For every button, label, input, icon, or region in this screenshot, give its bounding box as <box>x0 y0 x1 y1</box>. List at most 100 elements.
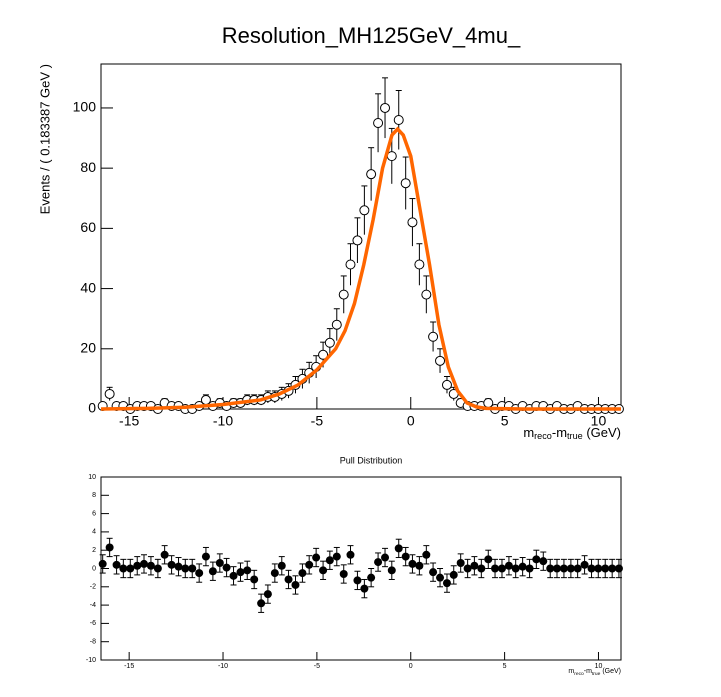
y-tick-label: 4 <box>92 529 96 536</box>
data-point <box>532 555 541 564</box>
data-point <box>441 379 452 390</box>
data-point <box>195 569 204 578</box>
x-tick-label: 10 <box>595 663 603 670</box>
data-point <box>201 552 210 561</box>
label-part: -m <box>584 668 592 675</box>
data-point <box>229 571 238 580</box>
data-point <box>339 569 348 578</box>
data-point <box>373 118 384 129</box>
data-point <box>160 550 169 559</box>
label-part: -m <box>552 425 567 440</box>
data-point <box>442 579 451 588</box>
data-point <box>407 217 418 228</box>
data-point <box>456 559 465 568</box>
data-point <box>153 564 162 573</box>
y-tick-label: 0 <box>88 400 96 416</box>
data-point <box>504 561 513 570</box>
y-axis-label: Events / ( 0.183387 GeV ) <box>37 64 52 214</box>
data-point <box>291 580 300 589</box>
data-point <box>222 563 231 572</box>
label-part: (GeV) <box>583 425 621 440</box>
data-point <box>98 559 107 568</box>
x-tick-label: -10 <box>213 412 233 428</box>
label-part: m <box>568 668 574 675</box>
y-tick-label: 2 <box>92 547 96 554</box>
data-point <box>429 568 438 577</box>
data-point <box>394 544 403 553</box>
data-point <box>318 349 329 360</box>
label-sub: true <box>567 431 583 441</box>
data-point <box>477 564 486 573</box>
data-point <box>497 564 506 573</box>
data-point <box>381 553 390 562</box>
data-point <box>346 550 355 559</box>
y-tick-label: -8 <box>90 639 96 646</box>
data-point <box>491 564 500 573</box>
data-point <box>518 562 527 571</box>
data-point <box>435 355 446 366</box>
data-point <box>511 564 520 573</box>
data-point <box>284 575 293 584</box>
data-point <box>525 564 534 573</box>
y-tick-label: 6 <box>92 510 96 517</box>
y-tick-label: -2 <box>90 584 96 591</box>
data-point <box>319 566 328 575</box>
data-point <box>470 561 479 570</box>
x-tick-label: 0 <box>407 412 415 428</box>
data-point <box>331 319 342 330</box>
data-point <box>181 564 190 573</box>
data-point <box>263 590 272 599</box>
x-tick-label: -15 <box>124 663 134 670</box>
data-point <box>484 555 493 564</box>
data-point <box>546 564 555 573</box>
x-axis-label: mreco-mtrue (GeV) <box>523 425 621 441</box>
data-point <box>401 552 410 561</box>
data-point <box>312 553 321 562</box>
data-point <box>277 561 286 570</box>
data-point <box>415 561 424 570</box>
data-point <box>359 205 370 216</box>
y-tick-label: 100 <box>73 99 97 115</box>
label-sub: reco <box>574 671 584 677</box>
data-point <box>387 566 396 575</box>
data-point <box>133 561 142 570</box>
data-point <box>119 564 128 573</box>
chart-title: Resolution_MH125GeV_4mu_ <box>222 23 521 48</box>
x-tick-label: -5 <box>311 412 324 428</box>
x-tick-label: -5 <box>314 663 320 670</box>
data-point <box>104 388 115 399</box>
chart-title: Pull Distribution <box>340 455 403 465</box>
data-point <box>332 552 341 561</box>
data-point <box>421 289 432 300</box>
data-point <box>566 564 575 573</box>
label-part: (GeV) <box>600 668 621 675</box>
plot-frame <box>100 63 622 410</box>
y-tick-label: -10 <box>86 657 96 664</box>
data-point <box>188 564 197 573</box>
y-tick-label: 80 <box>80 159 96 175</box>
data-point <box>449 570 458 579</box>
data-point <box>408 559 417 568</box>
data-point <box>298 569 307 578</box>
data-point <box>360 584 369 593</box>
label-part: m <box>523 425 534 440</box>
data-point <box>614 564 623 573</box>
x-tick-label: -15 <box>119 412 139 428</box>
data-point <box>400 178 411 189</box>
label-sub: true <box>592 671 601 677</box>
x-tick-label: 10 <box>591 412 607 428</box>
data-point <box>428 331 439 342</box>
data-point <box>126 564 135 573</box>
y-tick-label: 60 <box>80 219 96 235</box>
data-point <box>215 559 224 568</box>
data-point <box>257 599 266 608</box>
data-point <box>380 102 391 113</box>
y-tick-label: -4 <box>90 602 96 609</box>
data-point <box>105 543 114 552</box>
data-point <box>601 564 610 573</box>
data-point <box>587 564 596 573</box>
y-tick-label: 20 <box>80 339 96 355</box>
x-tick-label: 0 <box>409 663 413 670</box>
x-axis-label: mreco-mtrue (GeV) <box>568 668 621 677</box>
